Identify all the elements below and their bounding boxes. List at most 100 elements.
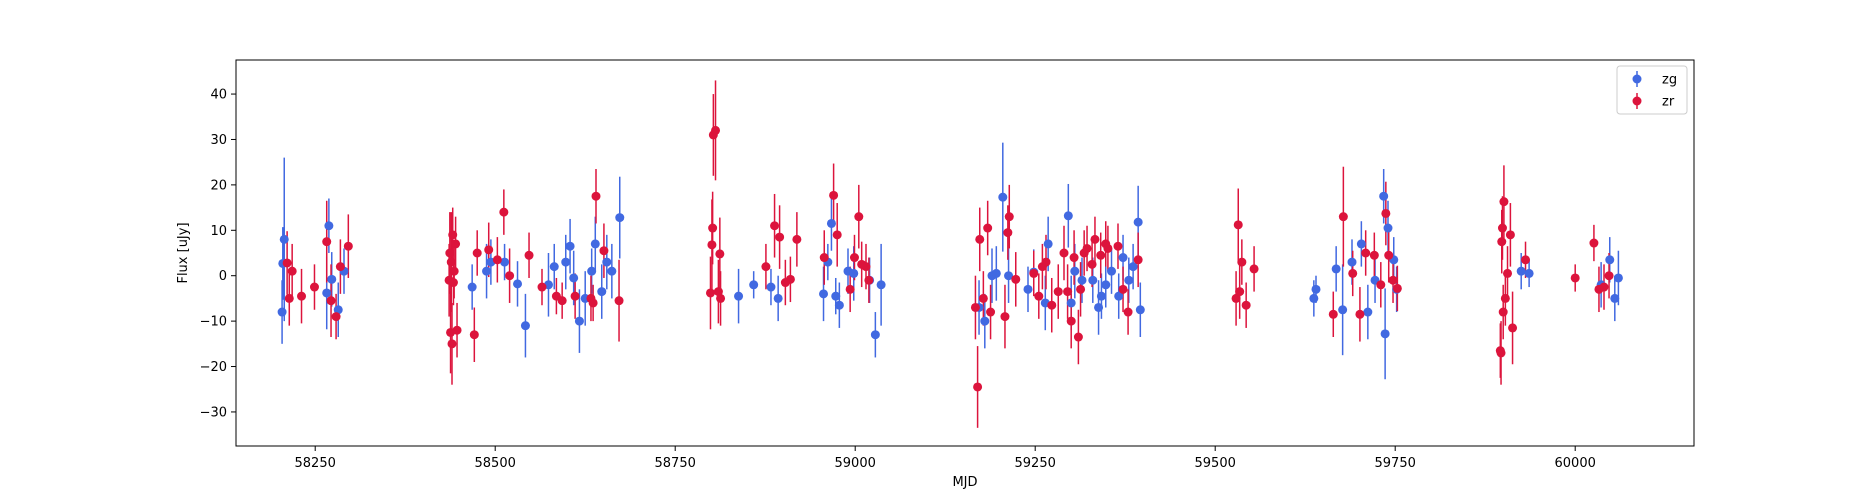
zr-point (1508, 323, 1518, 333)
zr-point (1082, 243, 1092, 253)
zr-point (854, 212, 864, 222)
zr-point (705, 288, 715, 298)
zr-point (1503, 268, 1513, 278)
zr-point (326, 296, 336, 306)
zg-point (849, 268, 859, 278)
zr-point (451, 239, 461, 249)
zg-point (1063, 211, 1073, 221)
x-tick-label: 60000 (1555, 456, 1596, 471)
zr-point (973, 382, 983, 392)
zr-point (1076, 284, 1086, 294)
zr-point (446, 257, 456, 267)
y-axis-label: Flux [uJy] (176, 222, 191, 283)
x-axis-label: MJD (952, 475, 977, 490)
y-tick-label: −20 (200, 360, 227, 375)
zr-point (1604, 271, 1614, 281)
zg-point (561, 257, 571, 267)
zg-point (1135, 305, 1145, 315)
zr-point (715, 249, 725, 259)
zg-point (1613, 273, 1623, 283)
data-points (277, 125, 1623, 392)
zr-point (297, 291, 307, 301)
zg-point (1023, 284, 1033, 294)
zg-point (1107, 266, 1117, 276)
x-tick-label: 59000 (835, 456, 876, 471)
zr-point (469, 330, 479, 340)
zr-point (1497, 237, 1507, 247)
zg-point (322, 288, 332, 298)
zr-point (1231, 293, 1241, 303)
zg-point (1605, 255, 1615, 265)
zg-point (1124, 275, 1134, 285)
zr-point (770, 221, 780, 231)
zg-point (574, 316, 584, 326)
legend-zg-label: zg (1662, 73, 1677, 88)
zr-point (1123, 307, 1133, 317)
zg-point (1383, 223, 1393, 233)
x-tick-label: 59250 (1015, 456, 1056, 471)
zg-point (1380, 329, 1390, 339)
zr-point (785, 274, 795, 284)
x-tick-label: 59500 (1195, 456, 1236, 471)
x-tick-label: 58250 (295, 456, 336, 471)
zg-point (1066, 298, 1076, 308)
zg-point (590, 239, 600, 249)
zg-point (826, 218, 836, 228)
zr-point (588, 298, 598, 308)
zr-point (452, 325, 462, 335)
zg-point (991, 268, 1001, 278)
zr-point (1599, 282, 1609, 292)
zg-point (607, 266, 617, 276)
zr-point (1073, 332, 1083, 342)
zr-point (1003, 228, 1013, 238)
zr-point (1041, 257, 1051, 267)
zg-point (1094, 302, 1104, 312)
zr-point (1103, 243, 1113, 253)
zg-point (831, 291, 841, 301)
zg-point (1309, 293, 1319, 303)
zr-point (1063, 287, 1073, 297)
zg-point (734, 291, 744, 301)
zr-point (1237, 257, 1247, 267)
zr-point (832, 230, 842, 240)
zg-point (834, 300, 844, 310)
zr-point (713, 287, 723, 297)
zr-point (1059, 248, 1069, 258)
zg-point (1088, 275, 1098, 285)
zg-point (1331, 264, 1341, 274)
zr-point (1328, 309, 1338, 319)
zr-point (1369, 250, 1379, 260)
zg-point (279, 234, 289, 244)
zr-point (1029, 268, 1039, 278)
legend-zg-marker (1632, 74, 1642, 84)
zr-point (447, 339, 457, 349)
zr-point (1500, 293, 1510, 303)
zr-point (1133, 255, 1143, 265)
zr-point (1000, 312, 1010, 322)
zr-point (1233, 220, 1243, 230)
y-tick-label: −30 (200, 405, 227, 420)
zg-point (569, 273, 579, 283)
zr-point (1047, 300, 1057, 310)
zr-point (1235, 287, 1245, 297)
zr-point (707, 240, 717, 250)
zg-point (327, 274, 337, 284)
zg-point (773, 293, 783, 303)
zr-point (524, 250, 534, 260)
zg-point (766, 282, 776, 292)
zg-point (1347, 257, 1357, 267)
zr-point (1498, 307, 1508, 317)
x-axis-ticks: 58250 58500 58750 59000 59250 59500 59750 60000 (295, 446, 1596, 471)
zg-point (1133, 217, 1143, 227)
zr-point (970, 302, 980, 312)
zr-point (499, 207, 509, 217)
zg-point (467, 282, 477, 292)
zr-point (472, 248, 482, 258)
zg-point (1524, 268, 1534, 278)
zr-point (1376, 280, 1386, 290)
zr-point (1066, 316, 1076, 326)
y-axis-ticks: −30 −20 −10 0 10 20 30 40 (200, 88, 236, 420)
zr-point (557, 296, 567, 306)
